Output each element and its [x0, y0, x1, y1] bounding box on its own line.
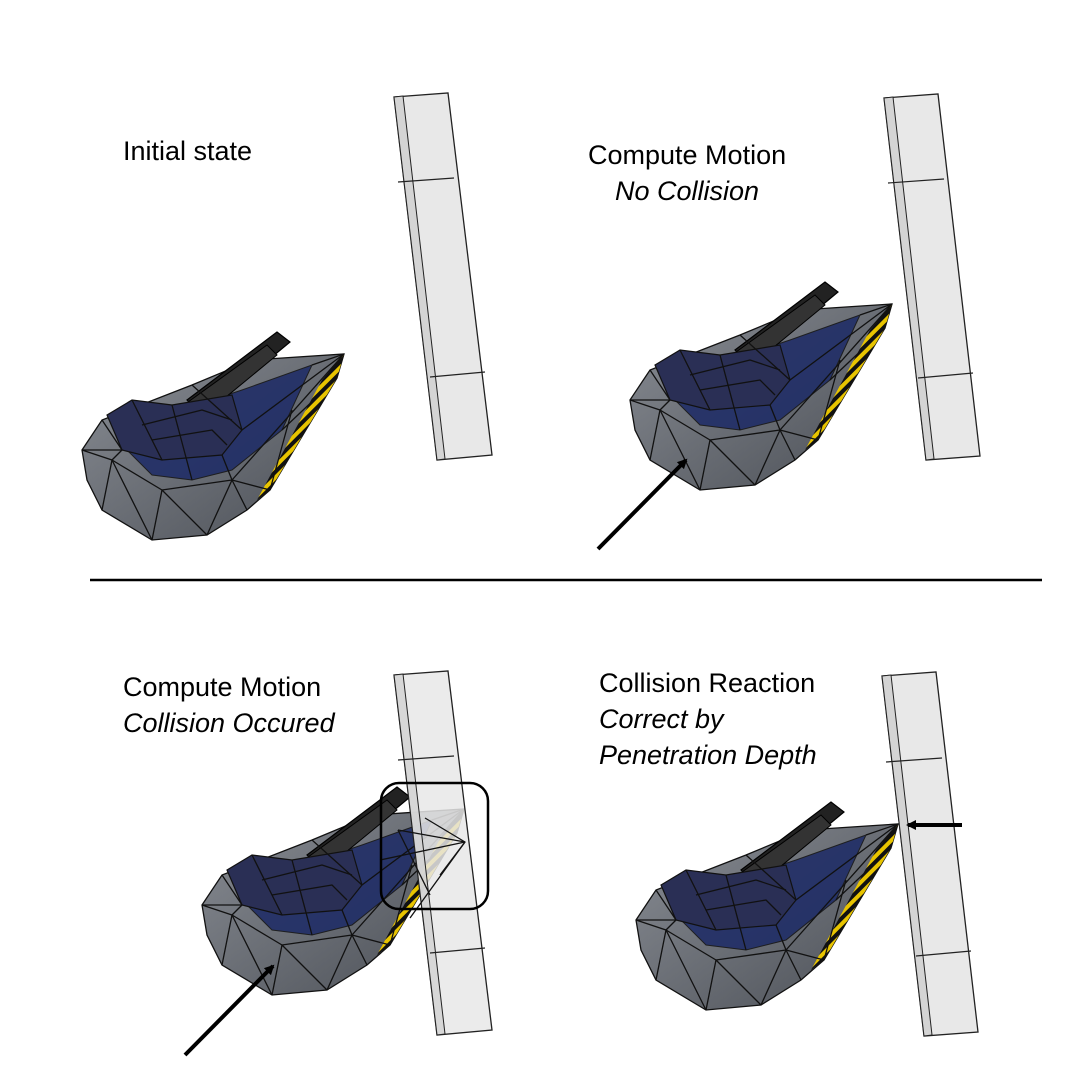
contact-highlight-icon [379, 781, 490, 911]
panel-reaction-label: Collision Reaction Correct by Penetratio… [599, 665, 817, 773]
panel-initial [81, 92, 493, 541]
panel-motion-collision-label: Compute Motion Collision Occured [123, 669, 335, 741]
wall-block-icon [881, 671, 979, 1037]
panel-motion-collision [183, 670, 493, 1057]
motion-arrow-icon [596, 458, 688, 551]
motion-arrow-icon [183, 964, 275, 1057]
panel-motion-no-collision-subtitle: No Collision [615, 176, 760, 206]
spaceship-icon [81, 331, 345, 541]
spaceship-icon [635, 801, 899, 1011]
panel-initial-label: Initial state [123, 133, 252, 169]
wall-block-icon [393, 670, 493, 1036]
panel-reaction-subtitle2: Penetration Depth [599, 740, 817, 770]
panel-motion-no-collision [596, 93, 981, 551]
panel-motion-no-collision-label: Compute Motion No Collision [588, 137, 786, 209]
panel-motion-collision-subtitle: Collision Occured [123, 708, 335, 738]
spaceship-icon [629, 281, 893, 491]
panel-motion-collision-title: Compute Motion [123, 672, 322, 702]
panel-reaction-title: Collision Reaction [599, 668, 816, 698]
panel-reaction-subtitle: Correct by [599, 704, 724, 734]
wall-block-icon [883, 93, 981, 461]
penetration-wireframe [379, 817, 466, 919]
wall-block-icon [393, 92, 493, 461]
panel-motion-no-collision-title: Compute Motion [588, 140, 787, 170]
panel-reaction [635, 671, 979, 1037]
panel-initial-title: Initial state [123, 136, 253, 166]
